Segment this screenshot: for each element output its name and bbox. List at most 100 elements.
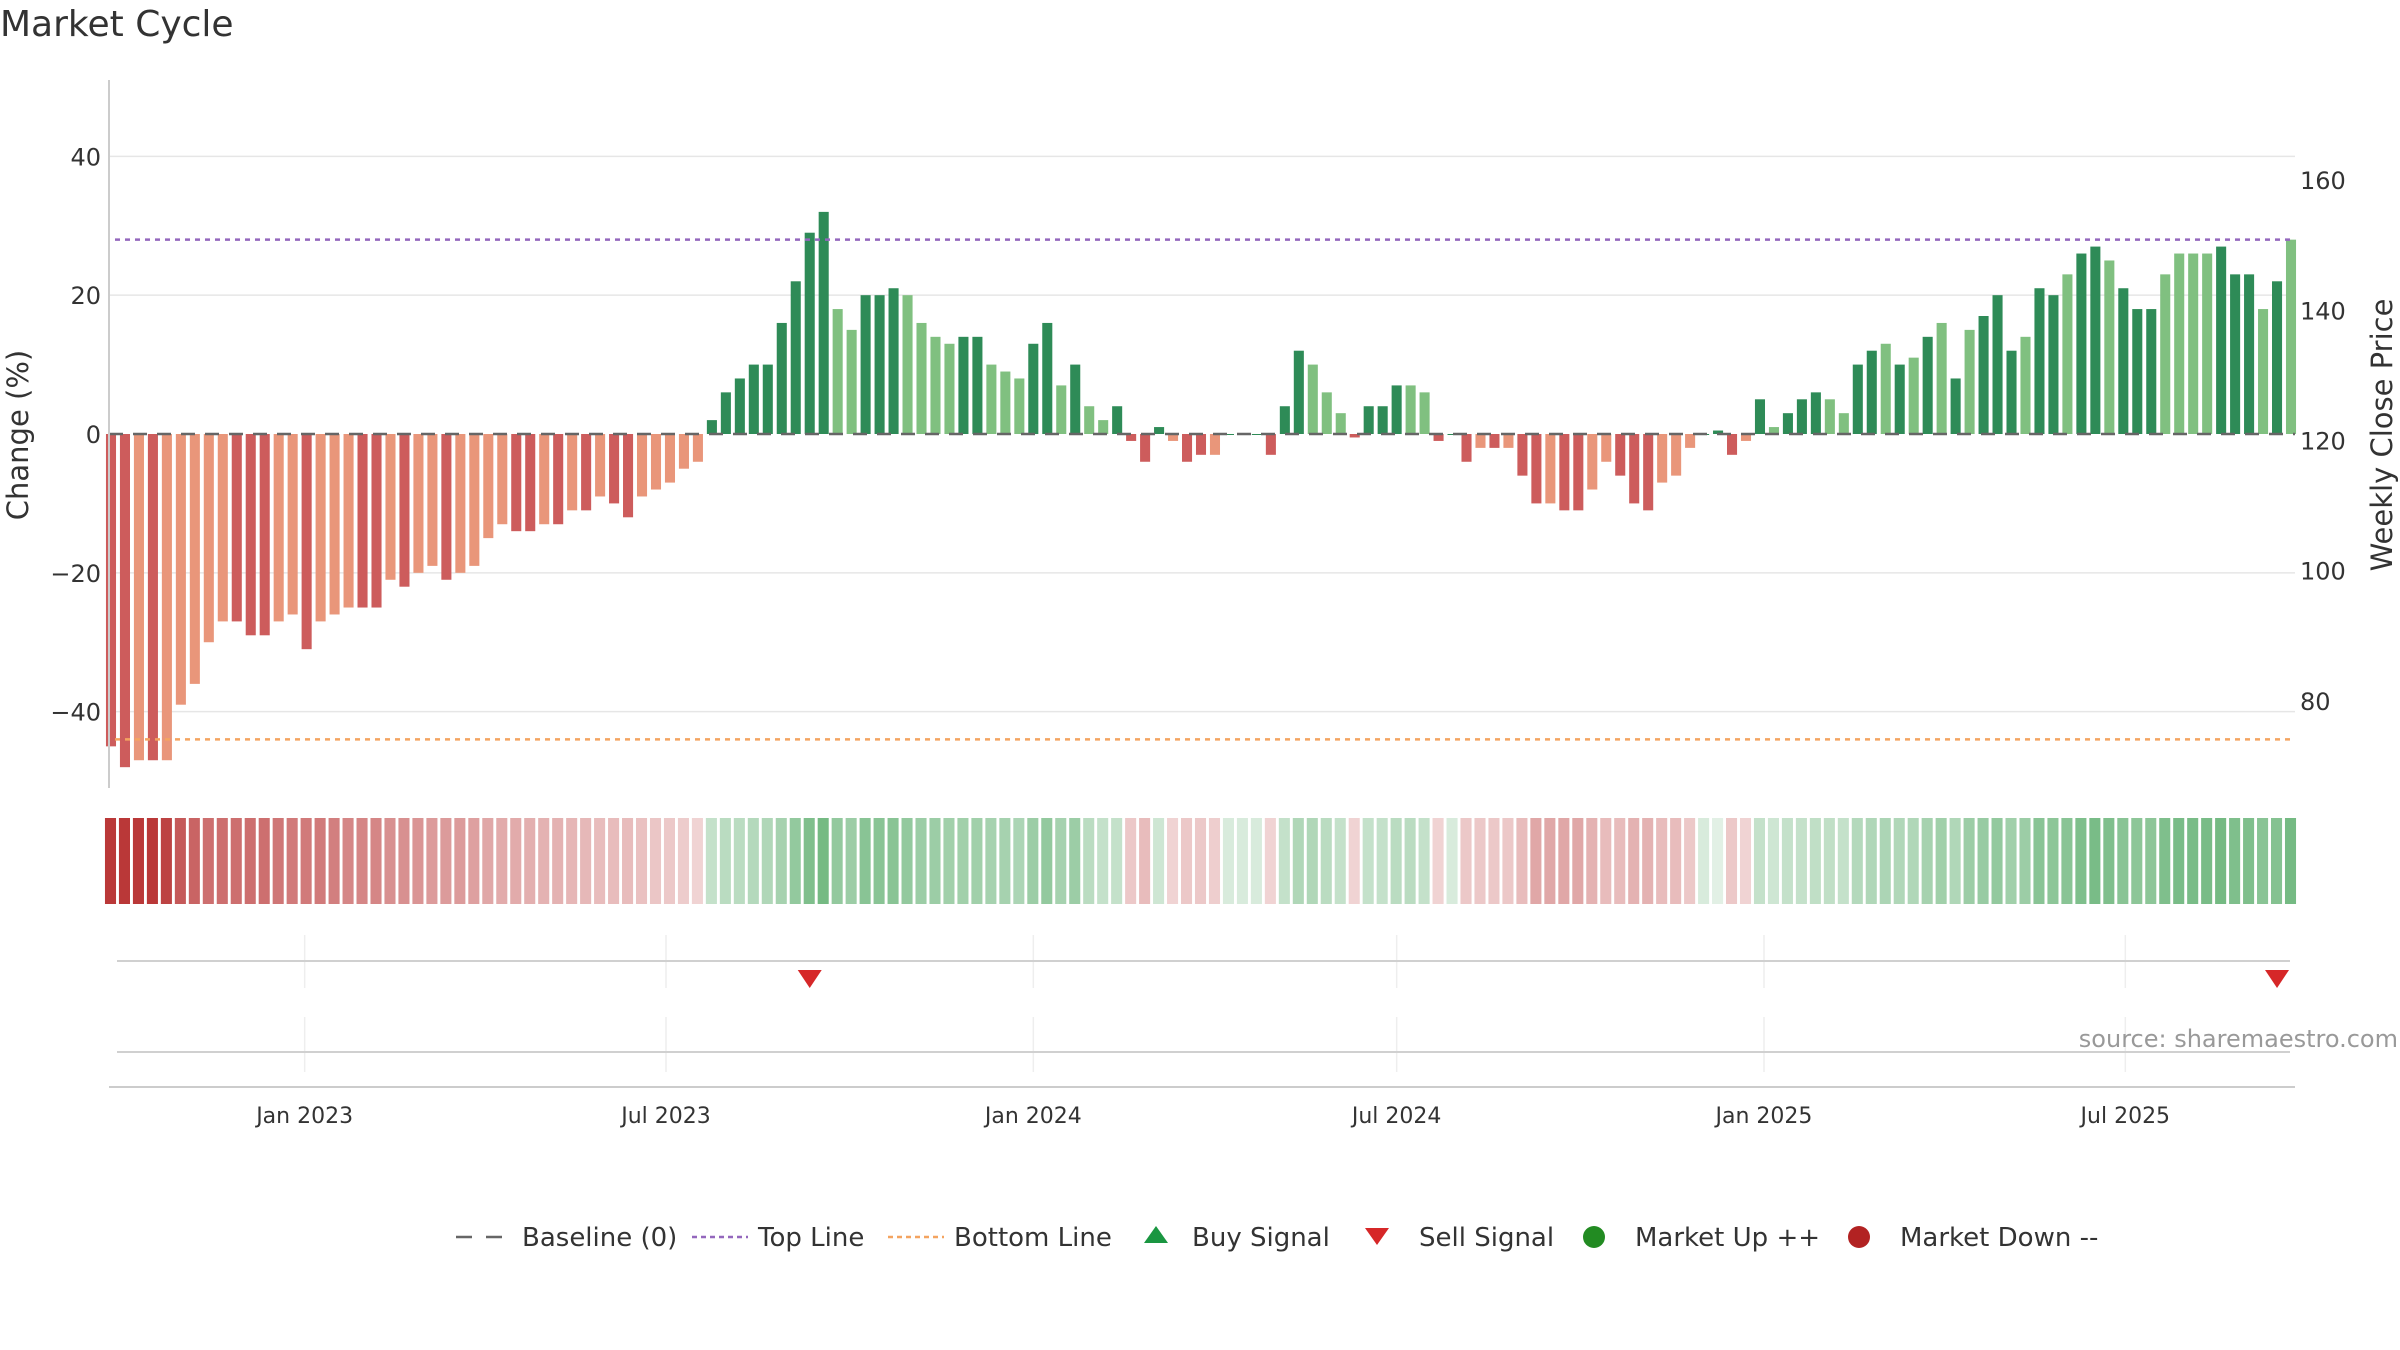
strip-cell [356,818,368,904]
strip-cell [202,818,214,904]
bar [678,434,689,469]
bar [2132,309,2143,434]
strip-cell [384,818,396,904]
bar [553,434,564,525]
bar [2062,274,2073,434]
bar [1168,434,1179,441]
bar [1405,385,1416,434]
bar [1657,434,1668,483]
bar [371,434,382,608]
bar [175,434,186,705]
bar [692,434,703,462]
bar [1223,434,1234,435]
bar [818,211,829,434]
bar [636,434,648,497]
strip-cell [1153,818,1165,904]
x-tick-label: Jan 2023 [254,1104,353,1129]
strip-cell [1055,818,1067,904]
strip-cell [132,818,144,904]
y-tick-label: 20 [70,282,101,310]
bar [581,434,592,511]
strip-cell [635,818,648,904]
strip-cell [272,818,284,904]
reference-lines [109,238,2295,741]
strip-cell [747,818,759,904]
strip-cell [1558,818,1570,904]
bar [497,434,508,525]
bar [399,434,410,587]
strip-cell [370,818,382,904]
strip-cell [929,818,941,904]
x-axis: Jan 2023 Jul 2023 Jan 2024 Jul 2024 Jan 2025… [109,1086,2295,1129]
bar [147,434,158,761]
strip-cell [1977,818,1989,904]
bar [2258,309,2269,434]
strip-cell [1418,818,1430,904]
bar [1964,329,1975,434]
strip-cell [2201,818,2213,904]
bar [1377,406,1388,434]
strip-cell [1600,818,1612,904]
bar [1140,434,1151,462]
strip-cell [552,818,564,904]
strip-cell [1488,818,1500,904]
bar [1363,406,1374,434]
bar [846,329,857,434]
strip-cell [1712,818,1724,904]
bar [1042,322,1053,434]
strip-cell [216,818,228,904]
strip-cell [1642,818,1654,904]
bar [1950,378,1961,434]
bar [1349,434,1360,438]
bar [301,434,312,650]
legend-label: Sell Signal [1419,1223,1554,1253]
bar [1447,434,1458,435]
strip-cell [482,818,494,904]
bar [609,434,620,504]
strip-cell [1194,818,1207,904]
strip-cell [1516,818,1528,904]
strip-cell [2089,818,2101,904]
bar [706,420,717,434]
strip-cell [342,818,354,904]
bar [1070,364,1081,434]
strip-cell [566,818,578,904]
strip-cell [1837,818,1849,904]
bar [1922,336,1933,434]
bar [1992,295,2003,434]
strip-cell [1125,818,1137,904]
y2-axis-title: Weekly Close Price [2365,299,2399,572]
bar [1056,385,1067,434]
legend-item-up: Market Up ++ [1583,1223,1820,1253]
strip-cell [1180,818,1193,904]
x-tick-label: Jan 2025 [1714,1104,1813,1129]
strip-cell [705,818,717,904]
bar [1880,343,1891,434]
strip-cell [510,818,522,904]
strip-cell [1935,818,1947,904]
strip-cell [2145,818,2157,904]
strip-cell [188,818,200,904]
bar [1419,392,1430,434]
bars-layer [105,211,2297,768]
strip-cell [412,818,424,904]
bar [874,295,885,434]
bar [1126,434,1137,441]
bar [483,434,494,539]
bar [2034,288,2045,434]
strip-cell [1851,818,1863,904]
strip-cell [1781,818,1793,904]
strip-cell [398,818,410,904]
strip-cell [1264,818,1276,904]
bar [329,434,340,615]
bar [2146,309,2157,434]
bar [776,322,787,434]
bar [595,434,606,497]
bar [161,434,172,761]
bar [1810,392,1821,434]
strip-cell [454,818,466,904]
bar [105,434,117,747]
bar [245,434,256,636]
chart-title: Market Cycle [0,4,234,45]
bar [1028,343,1039,434]
